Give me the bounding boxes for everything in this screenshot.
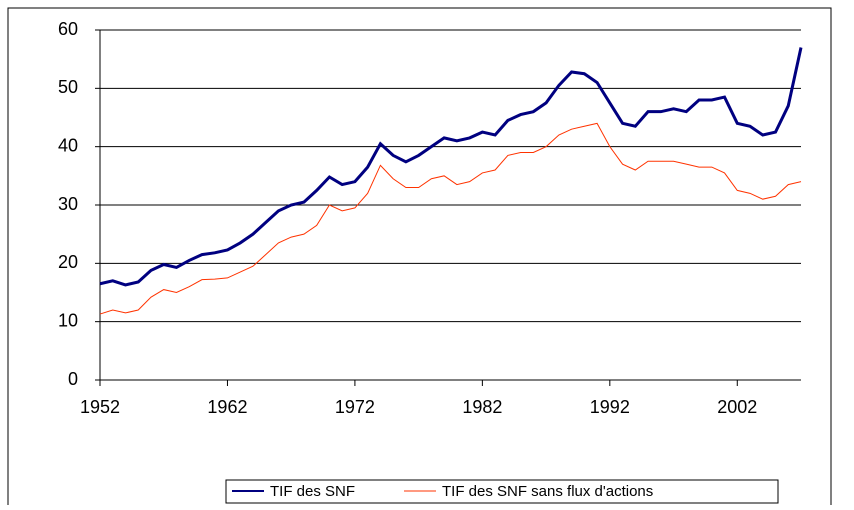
y-tick-label: 50 (58, 77, 78, 97)
y-tick-label: 20 (58, 252, 78, 272)
x-tick-label: 1952 (80, 397, 120, 417)
x-tick-label: 1992 (590, 397, 630, 417)
x-tick-label: 1972 (335, 397, 375, 417)
series-line (99, 47, 803, 287)
legend (225, 479, 779, 504)
chart-frame (7, 7, 832, 505)
y-tick-label: 0 (68, 369, 78, 389)
x-tick-label: 1982 (462, 397, 502, 417)
y-tick-label: 40 (58, 135, 78, 155)
x-tick-label: 2002 (717, 397, 757, 417)
y-tick-label: 30 (58, 194, 78, 214)
x-tick-label: 1962 (207, 397, 247, 417)
legend-label: TIF des SNF (270, 483, 355, 500)
series-line (99, 122, 802, 315)
legend-label: TIF des SNF sans flux d'actions (442, 483, 653, 500)
y-tick-label: 60 (58, 19, 78, 39)
y-tick-label: 10 (58, 310, 78, 330)
